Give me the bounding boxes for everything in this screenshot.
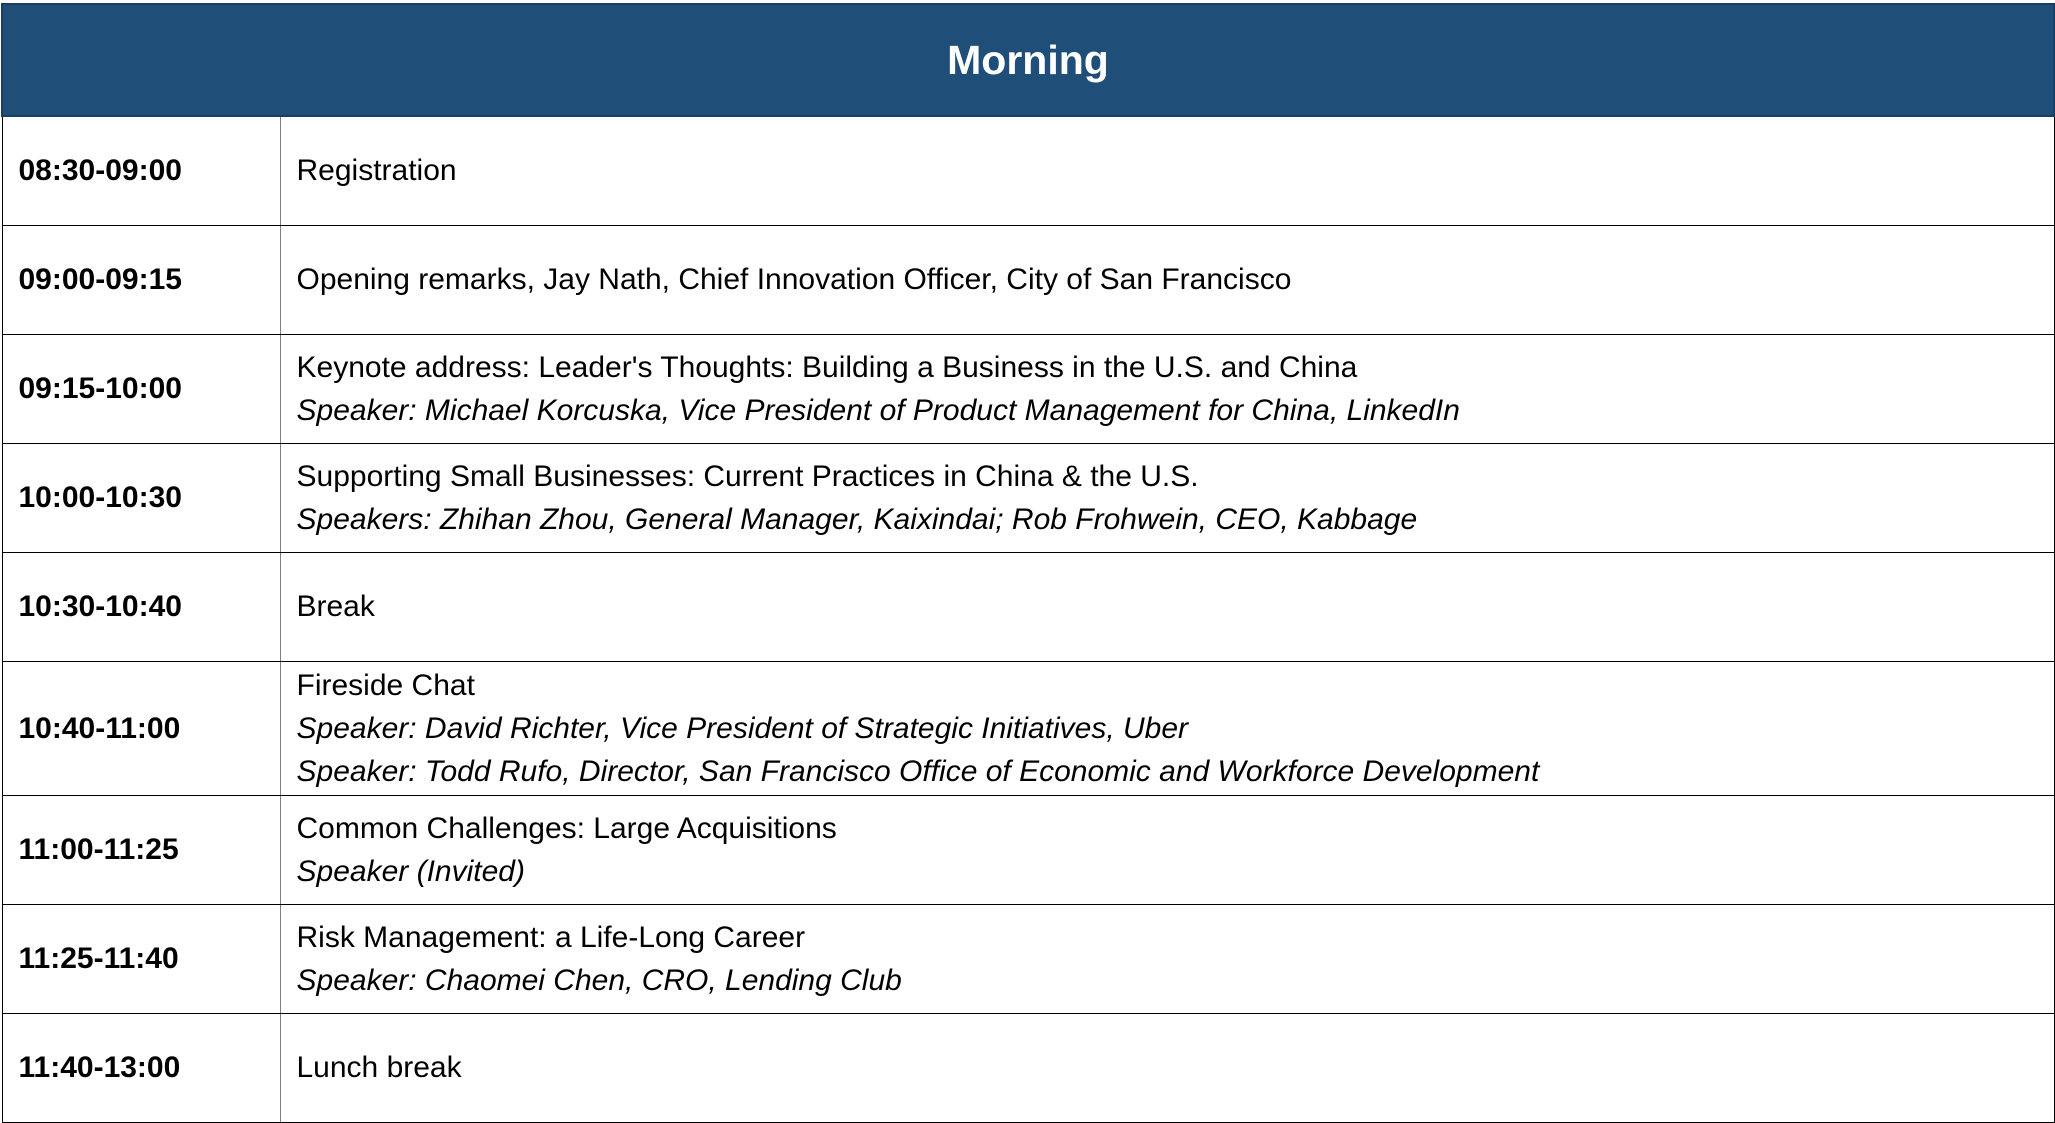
table-row: 10:30-10:40 Break: [1, 551, 2055, 662]
session-title: Common Challenges: Large Acquisitions: [296, 811, 837, 845]
event-cell: Opening remarks, Jay Nath, Chief Innovat…: [279, 224, 2055, 335]
session-title: Keynote address: Leader's Thoughts: Buil…: [296, 350, 1358, 384]
agenda-table: Morning 08:30-09:00 Registration 09:00-0…: [1, 3, 2055, 1123]
time-cell: 10:00-10:30: [1, 442, 281, 553]
event-cell: Break: [279, 551, 2055, 662]
time-cell: 11:25-11:40: [1, 903, 281, 1014]
session-title: Lunch break: [296, 1051, 462, 1084]
event-cell: Risk Management: a Life-Long Career Spea…: [279, 903, 2055, 1014]
speaker-line: Speakers: Zhihan Zhou, General Manager, …: [296, 502, 1418, 536]
session-title: Supporting Small Businesses: Current Pra…: [296, 459, 1199, 493]
table-row: 11:40-13:00 Lunch break: [1, 1012, 2055, 1123]
event-cell: Lunch break: [279, 1012, 2055, 1123]
event-cell: Supporting Small Businesses: Current Pra…: [279, 442, 2055, 553]
session-title: Opening remarks, Jay Nath, Chief Innovat…: [296, 263, 1292, 296]
event-cell: Common Challenges: Large Acquisitions Sp…: [279, 794, 2055, 905]
table-row: 11:00-11:25 Common Challenges: Large Acq…: [1, 794, 2055, 905]
session-title: Risk Management: a Life-Long Career: [296, 920, 806, 954]
table-row: 10:00-10:30 Supporting Small Businesses:…: [1, 442, 2055, 553]
session-title: Fireside Chat: [296, 668, 475, 702]
time-cell: 09:15-10:00: [1, 333, 281, 444]
time-cell: 11:40-13:00: [1, 1012, 281, 1123]
table-row: 10:40-11:00 Fireside Chat Speaker: David…: [1, 660, 2055, 796]
table-row: 09:15-10:00 Keynote address: Leader's Th…: [1, 333, 2055, 444]
event-cell: Registration: [279, 115, 2055, 226]
section-title: Morning: [1, 3, 2055, 117]
speaker-line: Speaker: Todd Rufo, Director, San Franci…: [296, 754, 1540, 788]
speaker-line: Speaker (Invited): [296, 854, 525, 888]
time-cell: 08:30-09:00: [1, 115, 281, 226]
header-row: Morning: [1, 3, 2055, 117]
time-cell: 10:40-11:00: [1, 660, 281, 796]
table-row: 09:00-09:15 Opening remarks, Jay Nath, C…: [1, 224, 2055, 335]
speaker-line: Speaker: Chaomei Chen, CRO, Lending Club: [296, 963, 902, 997]
table-row: 11:25-11:40 Risk Management: a Life-Long…: [1, 903, 2055, 1014]
time-cell: 11:00-11:25: [1, 794, 281, 905]
time-cell: 09:00-09:15: [1, 224, 281, 335]
table-row: 08:30-09:00 Registration: [1, 115, 2055, 226]
event-cell: Fireside Chat Speaker: David Richter, Vi…: [279, 660, 2055, 796]
session-title: Registration: [296, 154, 457, 188]
speaker-line: Speaker: Michael Korcuska, Vice Presiden…: [296, 393, 1460, 427]
time-cell: 10:30-10:40: [1, 551, 281, 662]
event-cell: Keynote address: Leader's Thoughts: Buil…: [279, 333, 2055, 444]
speaker-line: Speaker: David Richter, Vice President o…: [296, 711, 1189, 745]
session-title: Break: [296, 590, 375, 623]
